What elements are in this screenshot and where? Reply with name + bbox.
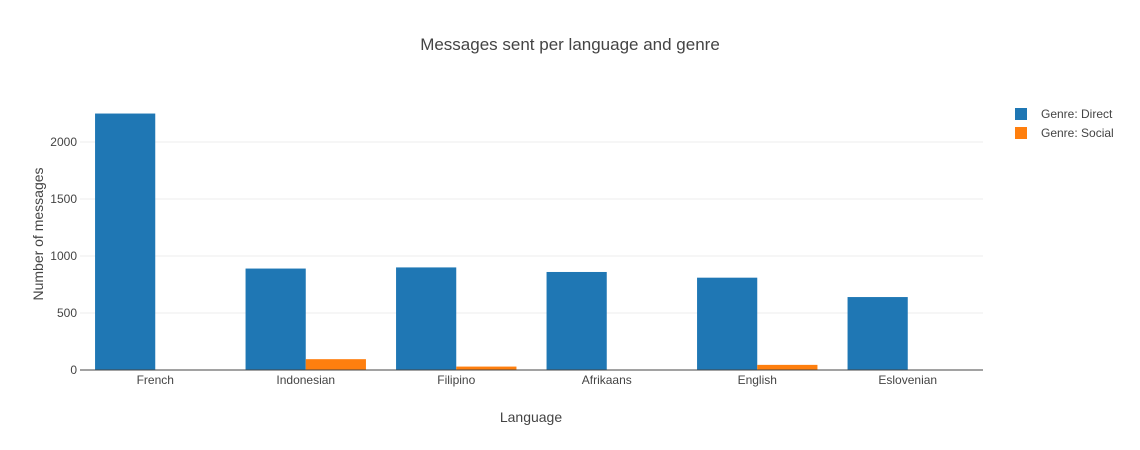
legend-label: Genre: Social xyxy=(1041,126,1114,140)
legend-item-direct[interactable]: Genre: Direct xyxy=(1015,107,1113,121)
legend-swatch xyxy=(1015,127,1027,139)
bars xyxy=(95,113,908,370)
bar-direct-filipino[interactable] xyxy=(396,267,457,370)
x-tick-labels: French Indonesian Filipino Afrikaans English… xyxy=(137,373,938,387)
x-tick-label: French xyxy=(137,373,174,387)
y-tick-label: 0 xyxy=(70,363,77,377)
bar-direct-eslovenian[interactable] xyxy=(847,297,908,370)
legend-label: Genre: Direct xyxy=(1041,107,1113,121)
legend[interactable]: Genre: Direct Genre: Social xyxy=(1015,107,1114,140)
y-tick-labels: 0 500 1000 1500 2000 xyxy=(50,135,77,377)
x-tick-label: English xyxy=(738,373,777,387)
x-tick-label: Indonesian xyxy=(276,373,335,387)
x-tick-label: Eslovenian xyxy=(878,373,937,387)
bar-direct-english[interactable] xyxy=(697,277,758,370)
bar-direct-french[interactable] xyxy=(95,113,156,370)
legend-swatch xyxy=(1015,108,1027,120)
x-axis-title: Language xyxy=(500,409,563,425)
y-tick-label: 1000 xyxy=(50,249,77,263)
bar-direct-afrikaans[interactable] xyxy=(546,271,607,370)
y-tick-label: 2000 xyxy=(50,135,77,149)
chart-title: Messages sent per language and genre xyxy=(420,35,720,54)
bar-social-english[interactable] xyxy=(757,364,818,370)
legend-item-social[interactable]: Genre: Social xyxy=(1015,126,1114,140)
bar-social-filipino[interactable] xyxy=(456,366,517,370)
y-axis-title: Number of messages xyxy=(30,167,46,300)
y-tick-label: 500 xyxy=(57,306,77,320)
x-tick-label: Filipino xyxy=(437,373,475,387)
y-tick-label: 1500 xyxy=(50,192,77,206)
x-tick-label: Afrikaans xyxy=(582,373,632,387)
grid-lines xyxy=(80,141,983,314)
bar-social-indonesian[interactable] xyxy=(305,359,366,370)
bar-direct-indonesian[interactable] xyxy=(245,268,306,370)
